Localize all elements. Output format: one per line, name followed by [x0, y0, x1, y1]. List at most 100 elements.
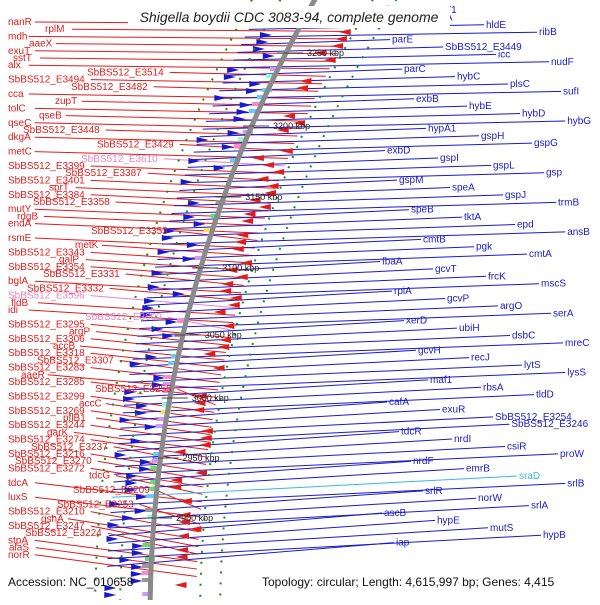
gene-label-left: SbBS512_E3210: [8, 507, 85, 518]
gene-arrow-forward: [114, 452, 127, 458]
label-connector: [90, 79, 323, 85]
gene-label-right: gcvP: [447, 293, 470, 304]
gene-arrow-forward: [136, 403, 149, 409]
gene-label-left: mutY: [8, 204, 32, 215]
gene-arrow-reverse: [276, 127, 289, 133]
gene-arrow-forward: [131, 550, 144, 556]
gene-label-right: argO: [500, 301, 522, 312]
scale-tick-label: 3000 kbp: [192, 393, 229, 403]
gene-label-right: fbaA: [382, 257, 403, 268]
backbone-line: [147, 0, 318, 605]
label-connector: [226, 68, 403, 76]
gene-arrow-forward: [124, 389, 137, 395]
gene-label-left: SbBS512_E3353: [91, 226, 168, 237]
gene-label-right: rbsA: [483, 382, 504, 393]
feature-block: [151, 459, 162, 463]
gene-arrow-forward: [125, 480, 138, 486]
gene-label-left: SbBS512_E3384: [8, 190, 85, 201]
gene-label-left: stpA: [8, 535, 28, 546]
gene-label-left: SbBS512_E3295: [8, 319, 85, 330]
label-connector: [190, 150, 386, 161]
gene-arrow-forward: [246, 88, 259, 94]
label-connector: [90, 295, 238, 309]
feature-block: [194, 256, 205, 260]
gene-label-left: SbBS512_E3610: [81, 154, 158, 165]
gene-label-left: aaeR: [21, 370, 45, 381]
label-connector: [108, 519, 436, 544]
gene-arrow-reverse: [256, 176, 269, 182]
gene-arrow-reverse: [194, 470, 207, 476]
feature-block: [203, 228, 214, 232]
label-connector: [215, 90, 562, 99]
gene-arrow-forward: [122, 515, 135, 521]
gene-label-right: rpiA: [394, 286, 412, 297]
gene-arrow-reverse: [251, 155, 264, 161]
gene-label-right: epd: [517, 220, 534, 231]
label-connector: [107, 534, 542, 560]
gene-arrow-forward: [213, 165, 226, 171]
gene-label-left: qseB: [39, 111, 62, 122]
gene-label-left: fldB: [11, 298, 29, 309]
label-connector: [85, 259, 248, 271]
gene-label-right: serA: [553, 308, 574, 319]
gene-arrow-reverse: [178, 512, 191, 518]
label-connector: [81, 100, 312, 107]
gene-label-left: bglA: [8, 276, 28, 287]
label-connector: [95, 331, 228, 346]
gene-label-left: pflB1: [63, 413, 86, 424]
label-connector: [147, 172, 279, 182]
gene-label-right: maf1: [430, 375, 453, 386]
gene-arrow-forward: [106, 536, 119, 542]
gene-label-right: sraD: [519, 471, 540, 482]
gene-arrow-reverse: [313, 50, 326, 56]
gene-label-right: nudF: [551, 57, 574, 68]
gene-arrow-forward: [107, 522, 120, 528]
label-connector: [193, 142, 533, 153]
gene-arrow-forward: [134, 508, 147, 514]
gene-label-left: SbBS512_E3332: [27, 283, 104, 294]
label-connector: [182, 172, 545, 184]
label-connector: [67, 518, 199, 540]
gene-label-right: ascB: [384, 508, 407, 519]
gene-label-right: lytS: [524, 360, 541, 371]
gene-arrow-reverse: [203, 351, 216, 357]
gene-label-right: parE: [392, 35, 413, 46]
gene-arrow-forward: [227, 67, 240, 73]
gene-label-left: SbBS512_E3514: [87, 67, 164, 78]
gene-features: [104, 29, 351, 598]
gene-arrow-forward: [260, 32, 273, 38]
label-connector: [90, 424, 210, 443]
genome-title: Shigella boydii CDC 3083-94, complete ge…: [128, 6, 450, 28]
gene-label-right: lysS: [567, 367, 586, 378]
gene-label-left: SbBS512_E3358: [33, 197, 110, 208]
gene-label-left: SbBS512_E3244: [8, 420, 85, 431]
gene-arrow-reverse: [231, 246, 244, 252]
label-connector: [144, 290, 393, 307]
feature-block: [153, 452, 164, 456]
label-connector: [34, 496, 201, 518]
gene-arrow-reverse: [234, 239, 247, 245]
label-connector: [101, 244, 253, 256]
gene-label-right: hypB: [543, 530, 566, 541]
gene-label-left: SbBS512_E3247: [8, 521, 85, 532]
gene-arrow-forward: [119, 417, 132, 423]
label-connector: [90, 511, 200, 533]
gene-label-right: mreC: [565, 338, 589, 349]
gene-arrow-reverse: [296, 85, 309, 91]
label-connector: [28, 35, 346, 40]
feature-block: [150, 466, 161, 470]
feature-block: [266, 74, 277, 78]
gene-label-right: mscS: [541, 279, 566, 290]
label-connector: [90, 338, 227, 354]
label-connector: [122, 394, 535, 414]
gene-arrow-reverse: [177, 519, 190, 525]
label-connector: [179, 179, 398, 191]
feature-block: [248, 109, 259, 113]
label-connector: [90, 439, 208, 458]
gene-label-right: emrB: [466, 464, 490, 475]
scale-tick-label: 3200 kbp: [273, 121, 310, 131]
gene-label-left: SbBS512_E3270: [15, 456, 92, 467]
gene-label-left: sprT: [49, 183, 69, 194]
